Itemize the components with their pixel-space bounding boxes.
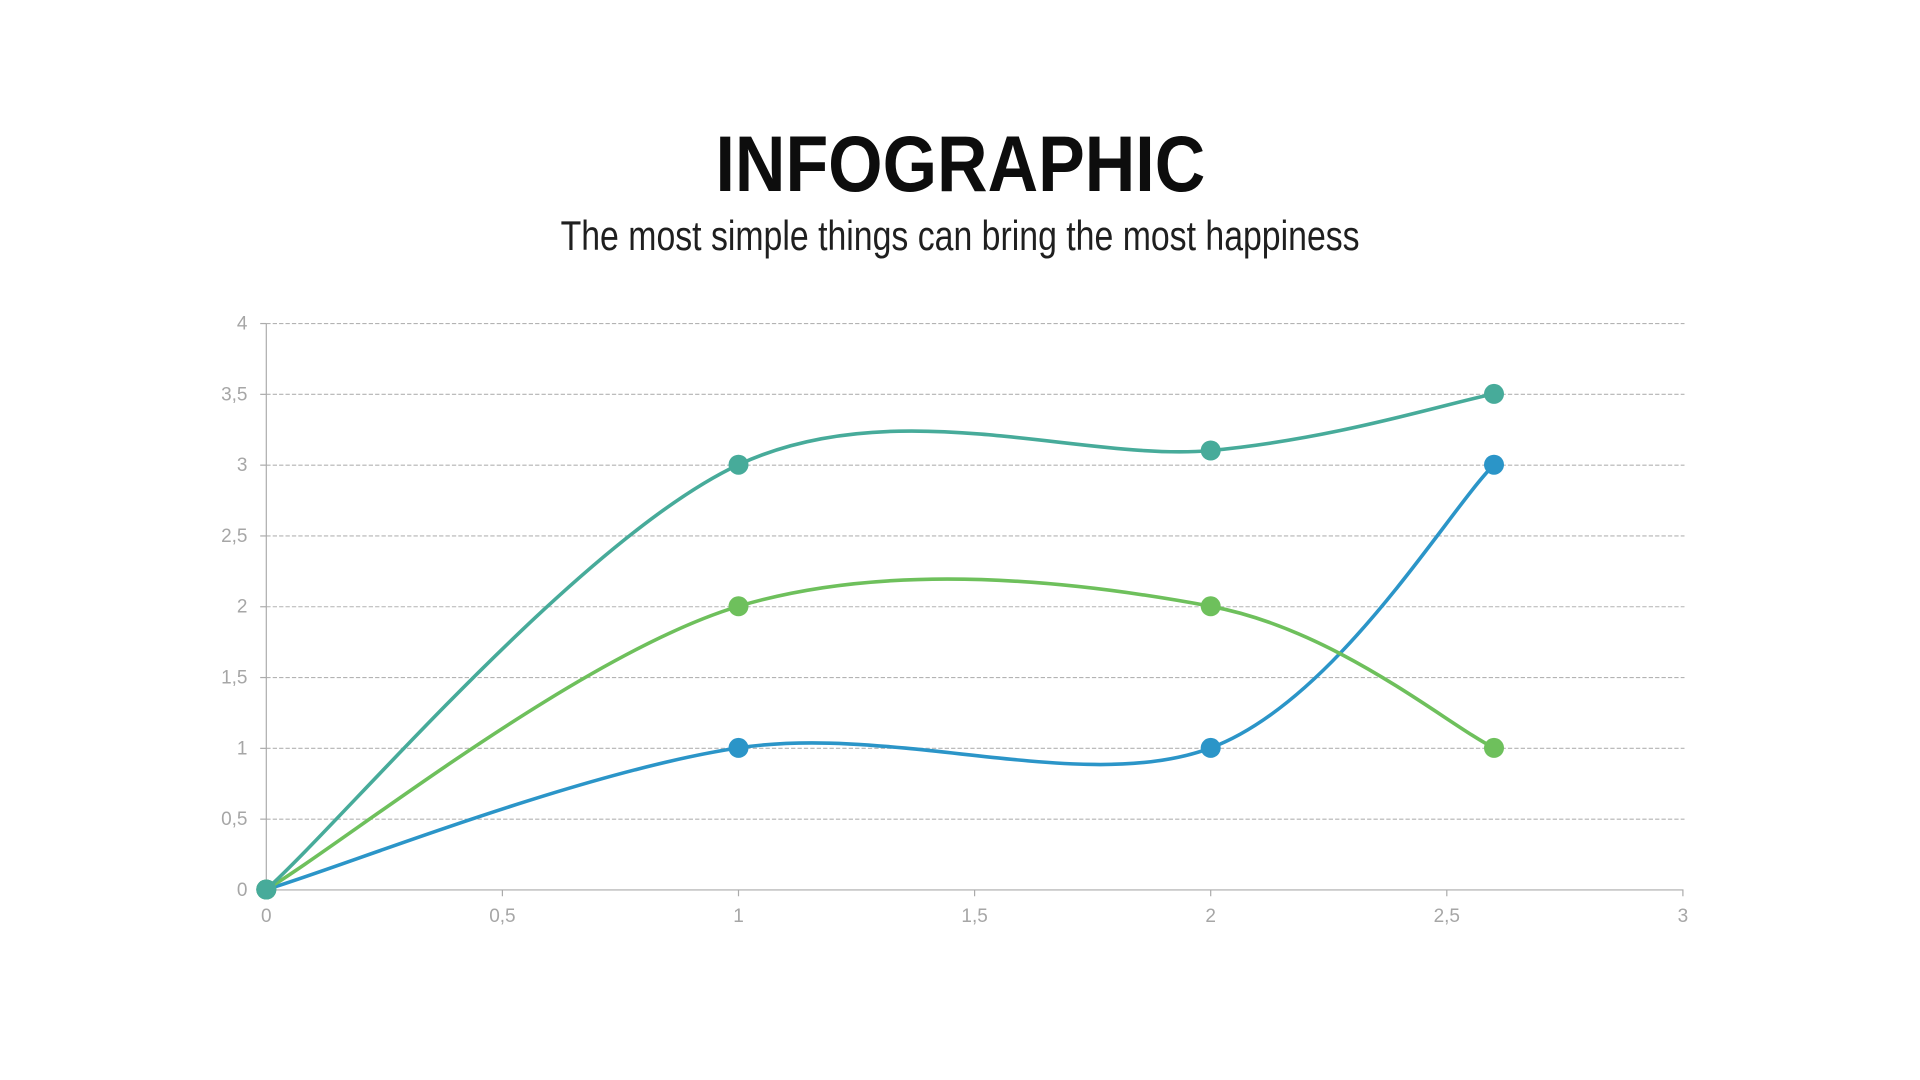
svg-text:0: 0 bbox=[261, 906, 272, 927]
svg-text:0: 0 bbox=[237, 880, 248, 901]
svg-text:1: 1 bbox=[237, 738, 248, 759]
svg-text:2,5: 2,5 bbox=[221, 526, 247, 547]
svg-text:2: 2 bbox=[237, 597, 248, 618]
svg-text:2,5: 2,5 bbox=[1434, 906, 1460, 927]
svg-text:1: 1 bbox=[733, 906, 744, 927]
svg-text:0,5: 0,5 bbox=[489, 906, 515, 927]
svg-text:1,5: 1,5 bbox=[221, 668, 247, 689]
svg-text:4: 4 bbox=[237, 314, 248, 335]
svg-text:3: 3 bbox=[237, 455, 248, 476]
svg-text:3,5: 3,5 bbox=[221, 384, 247, 405]
svg-text:3: 3 bbox=[1678, 906, 1689, 927]
svg-text:1,5: 1,5 bbox=[961, 906, 987, 927]
svg-text:0,5: 0,5 bbox=[221, 809, 247, 830]
svg-text:2: 2 bbox=[1205, 906, 1216, 927]
